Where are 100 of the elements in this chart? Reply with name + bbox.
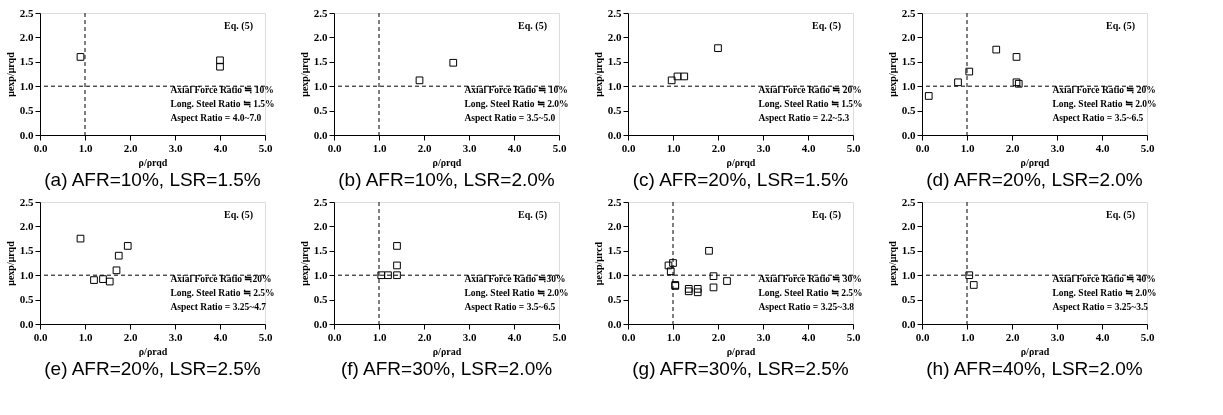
y-tick-label: 1.5 — [19, 244, 34, 257]
x-tick-label: 2.0 — [123, 330, 138, 343]
annotation: Aspect Ratio = 3.5~6.5 — [464, 301, 556, 312]
point — [669, 259, 677, 267]
y-tick-label: 2.0 — [607, 219, 622, 232]
text: (c) AFR=20%, LSR=1.5% — [632, 169, 849, 190]
x-axis-title: ρ/ρrad — [138, 345, 168, 357]
annotation: Long. Steel Ratio ≒ 1.5% — [170, 98, 275, 109]
y-tick-label: 2.5 — [313, 6, 328, 19]
x-tick-label: 5.0 — [846, 330, 861, 343]
y-tick-label: 1.5 — [607, 55, 622, 68]
y-tick-label: 1.5 — [313, 55, 328, 68]
annotation: Axial Force Ratio ≒ 30% — [758, 273, 862, 284]
annotation: Aspect Ratio = 3.5~6.5 — [1052, 112, 1144, 123]
annotation: Eq. (5) — [224, 20, 253, 32]
x-axis-title: ρ/ρrqd — [1020, 156, 1050, 168]
point — [664, 261, 673, 270]
y-axis-title: μexp/μrqd — [298, 51, 310, 97]
annotation: Long. Steel Ratio ≒ 2.5% — [758, 287, 863, 298]
point — [216, 62, 224, 71]
x-axis-title: ρ/ρrqd — [726, 156, 756, 168]
y-tick-label: 0.5 — [901, 293, 916, 306]
annotation: Axial Force Ratio ≒ 40% — [1052, 273, 1156, 284]
y-tick-label: 0.5 — [313, 293, 328, 306]
annotation: Axial Force Ratio ≒ 10% — [464, 84, 568, 95]
text: (a) AFR=10%, LSR=1.5% — [44, 169, 261, 190]
y-tick-label: 2.5 — [901, 6, 916, 19]
y-tick-label: 1.0 — [901, 268, 916, 281]
point — [684, 285, 693, 293]
point — [393, 271, 401, 280]
x-tick-label: 5.0 — [1140, 330, 1155, 343]
annotation: Eq. (5) — [1106, 20, 1135, 32]
annotation: Eq. (5) — [812, 20, 841, 32]
annotation: Eq. (5) — [812, 209, 841, 221]
x-tick-label: 1.0 — [666, 330, 681, 343]
x-tick-label: 5.0 — [846, 141, 861, 154]
y-tick-label: 1.5 — [607, 244, 622, 257]
y-tick-label: 1.0 — [19, 268, 34, 281]
point — [1012, 53, 1021, 61]
y-tick-label: 0.5 — [313, 104, 328, 117]
annotation: Aspect Ratio = 3.25~4.7 — [170, 301, 267, 312]
x-tick-label: 1.0 — [372, 330, 387, 343]
y-tick-label: 1.0 — [901, 79, 916, 92]
point — [709, 272, 718, 281]
x-tick-label: 2.0 — [123, 141, 138, 154]
x-tick-label: 1.0 — [960, 330, 975, 343]
annotation: Aspect Ratio = 3.5~5.0 — [464, 112, 556, 123]
point — [680, 72, 689, 81]
annotation: Aspect Ratio = 2.2~5.3 — [758, 112, 850, 123]
y-axis-title: μexp/μrcd — [592, 241, 604, 286]
x-tick-label: 3.0 — [462, 330, 477, 343]
point — [99, 275, 107, 283]
x-tick-label: 5.0 — [258, 141, 273, 154]
x-tick-label: 1.0 — [960, 141, 975, 154]
x-axis-title: ρ/ρrqd — [138, 156, 168, 168]
annotation: Long. Steel Ratio ≒ 2.0% — [1052, 98, 1157, 109]
x-tick-label: 1.0 — [78, 330, 93, 343]
x-tick-label: 0.0 — [621, 330, 636, 343]
y-tick-label: 0.5 — [901, 104, 916, 117]
y-tick-label: 0.0 — [901, 317, 916, 330]
x-tick-label: 5.0 — [1140, 141, 1155, 154]
x-axis-title: ρ/ρrad — [1020, 345, 1050, 357]
point — [393, 261, 401, 270]
y-tick-label: 2.5 — [19, 195, 34, 208]
y-tick-label: 0.0 — [19, 128, 34, 141]
y-tick-label: 1.5 — [313, 244, 328, 257]
point — [693, 285, 702, 293]
annotation: Long. Steel Ratio ≒ 2.0% — [464, 98, 569, 109]
y-tick-label: 0.5 — [607, 293, 622, 306]
y-tick-label: 0.0 — [607, 128, 622, 141]
y-tick-label: 2.0 — [607, 30, 622, 43]
y-tick-label: 2.0 — [313, 30, 328, 43]
point — [114, 251, 123, 260]
text: (b) AFR=10%, LSR=2.0% — [338, 169, 555, 190]
y-tick-label: 0.5 — [19, 104, 34, 117]
point — [76, 234, 85, 243]
y-tick-label: 2.5 — [901, 195, 916, 208]
point — [684, 287, 693, 296]
annotation: Aspect Ratio = 3.25~3.8 — [758, 301, 855, 312]
x-tick-label: 3.0 — [756, 141, 771, 154]
y-tick-label: 2.5 — [313, 195, 328, 208]
annotation: Axial Force Ratio ≒ 20% — [758, 84, 862, 95]
text: (f) AFR=30%, LSR=2.0% — [340, 358, 553, 379]
y-tick-label: 2.5 — [607, 195, 622, 208]
x-tick-label: 1.0 — [666, 141, 681, 154]
x-tick-label: 0.0 — [621, 141, 636, 154]
y-tick-label: 2.0 — [901, 219, 916, 232]
x-tick-label: 2.0 — [417, 330, 432, 343]
point — [105, 277, 114, 286]
y-axis-title: μexp/μrqd — [4, 240, 16, 286]
x-axis-title: ρ/ρrad — [726, 345, 756, 357]
x-tick-label: 0.0 — [915, 330, 930, 343]
y-tick-label: 1.0 — [313, 79, 328, 92]
annotation: Axial Force Ratio ≒ 10% — [170, 84, 274, 95]
point — [954, 78, 962, 87]
annotation: Long. Steel Ratio ≒ 2.0% — [464, 287, 569, 298]
x-tick-label: 2.0 — [711, 330, 726, 343]
y-tick-label: 1.0 — [607, 79, 622, 92]
point — [705, 246, 713, 255]
y-axis-title: μexp/μrqd — [298, 240, 310, 286]
